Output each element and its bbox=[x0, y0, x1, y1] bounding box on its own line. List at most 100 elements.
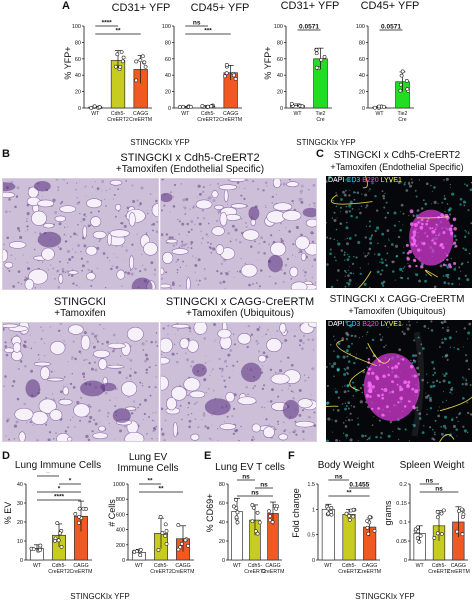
tissue-dot bbox=[64, 240, 67, 243]
nucleus-dot bbox=[334, 390, 338, 394]
tissue-dot bbox=[106, 340, 109, 344]
alveolar-space bbox=[98, 358, 108, 370]
y-tick-label: 40 bbox=[219, 520, 225, 526]
tissue-dot bbox=[141, 253, 143, 255]
data-point bbox=[38, 548, 42, 552]
category-label: WT bbox=[324, 563, 333, 569]
tissue-dot bbox=[229, 349, 233, 353]
tissue-dot bbox=[299, 189, 303, 193]
alveolar-space bbox=[228, 179, 247, 182]
tissue-dot bbox=[16, 227, 20, 231]
nucleus-dot bbox=[408, 214, 410, 217]
tissue-dot bbox=[30, 369, 34, 373]
tissue-dot bbox=[195, 206, 197, 208]
category-label: CreERT2 bbox=[197, 117, 219, 123]
tissue-dot bbox=[271, 202, 273, 204]
tissue-dot bbox=[101, 179, 105, 183]
tissue-dot bbox=[123, 224, 127, 228]
tissue-dot bbox=[40, 326, 42, 329]
tissue-dot bbox=[237, 439, 240, 441]
tissue-dot bbox=[200, 230, 203, 233]
nucleus-dot bbox=[346, 333, 350, 337]
tissue-dot bbox=[313, 258, 316, 262]
lyve1-vessel bbox=[424, 269, 439, 278]
tissue-dot bbox=[50, 264, 52, 266]
nucleus-dot bbox=[443, 179, 445, 181]
nucleus-dot bbox=[446, 265, 450, 269]
tissue-dot bbox=[203, 378, 207, 382]
b220-cell bbox=[440, 213, 445, 217]
alveolar-space bbox=[211, 190, 219, 199]
y-tick-label: 100 bbox=[274, 24, 283, 30]
tissue-dot bbox=[261, 406, 264, 409]
f1-ylabel: Fold change bbox=[291, 488, 301, 538]
tissue-dot bbox=[156, 221, 158, 223]
nucleus-dot bbox=[426, 413, 428, 415]
data-point bbox=[347, 518, 352, 522]
nucleus-dot bbox=[412, 424, 414, 426]
tissue-dot bbox=[234, 340, 236, 342]
data-point bbox=[314, 51, 319, 56]
tissue-dot bbox=[107, 411, 110, 415]
nucleus-dot bbox=[403, 266, 406, 268]
alveolar-space bbox=[3, 249, 9, 263]
alveolar-space bbox=[166, 397, 177, 411]
nucleus-dot bbox=[341, 337, 345, 341]
tissue-dot bbox=[302, 269, 305, 272]
nucleus-dot bbox=[348, 255, 351, 258]
tissue-dot bbox=[197, 258, 201, 262]
significance-label: 0.0571 bbox=[381, 24, 401, 31]
tissue-dot bbox=[36, 439, 40, 441]
tissue-dot bbox=[172, 244, 175, 247]
b-sub-bl: +Tamoxifen bbox=[54, 308, 106, 319]
alveolar-space bbox=[290, 281, 308, 289]
tissue-dot bbox=[238, 240, 242, 244]
alveolar-space bbox=[162, 251, 174, 264]
nucleus-dot bbox=[357, 417, 359, 419]
nucleus-dot bbox=[383, 346, 386, 348]
nucleus-dot bbox=[387, 434, 391, 438]
nucleus-dot bbox=[403, 246, 405, 248]
tissue-dot bbox=[87, 268, 90, 272]
a-ylabel-wrap: % YFP+ bbox=[62, 30, 74, 100]
b220-cell bbox=[391, 380, 394, 384]
tissue-dot bbox=[292, 202, 295, 205]
panel-e-label: E bbox=[204, 450, 212, 462]
tissue-dot bbox=[98, 240, 101, 243]
y-tick-label: 60 bbox=[277, 57, 283, 63]
nucleus-dot bbox=[369, 435, 371, 437]
tissue-dot bbox=[100, 199, 103, 202]
nucleus-dot bbox=[403, 332, 406, 336]
nucleus-dot bbox=[371, 178, 374, 181]
b220-cell bbox=[420, 222, 424, 226]
tissue-dot bbox=[121, 245, 124, 248]
tissue-dot bbox=[169, 211, 171, 213]
tissue-dot bbox=[294, 420, 297, 423]
nucleus-dot bbox=[447, 276, 450, 279]
significance-label: **** bbox=[102, 20, 113, 27]
tissue-dot bbox=[47, 438, 51, 441]
tissue-dot bbox=[88, 420, 92, 423]
tissue-dot bbox=[198, 222, 202, 226]
category-label: CAGG bbox=[362, 563, 377, 569]
tissue-dot bbox=[218, 213, 220, 215]
nucleus-dot bbox=[326, 221, 328, 224]
legend-cd3: CD3 bbox=[346, 177, 361, 184]
b220-cell bbox=[397, 362, 400, 365]
nucleus-dot bbox=[462, 397, 465, 400]
tissue-dot bbox=[49, 326, 52, 328]
data-point bbox=[366, 531, 371, 536]
alveolar-space bbox=[67, 436, 73, 441]
nucleus-dot bbox=[463, 429, 467, 433]
alveolar-space bbox=[28, 268, 49, 285]
nucleus-dot bbox=[403, 183, 406, 186]
data-point bbox=[398, 88, 403, 93]
tissue-dot bbox=[290, 390, 293, 393]
tissue-dot bbox=[63, 340, 65, 342]
tissue-dot bbox=[71, 416, 74, 419]
tissue-dot bbox=[300, 233, 303, 237]
alveolar-space bbox=[230, 203, 248, 209]
tissue-dot bbox=[293, 335, 296, 338]
nucleus-dot bbox=[348, 204, 352, 208]
